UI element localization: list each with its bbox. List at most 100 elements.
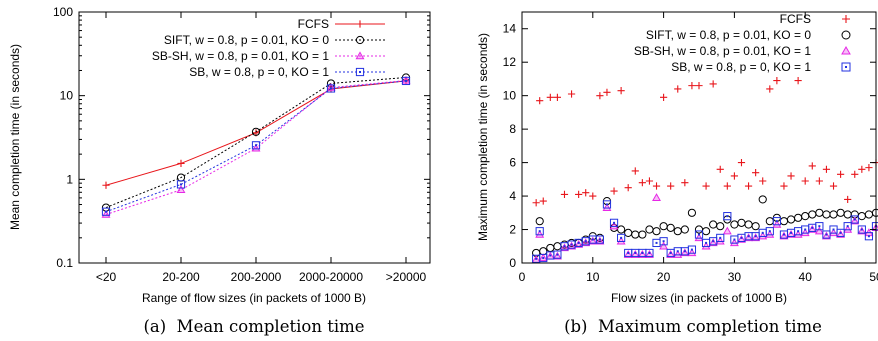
max-chart-point-3-dot	[712, 240, 715, 243]
max-chart-point-0	[539, 197, 547, 205]
mean-chart-legend-marker-3-dot	[359, 71, 361, 73]
max-chart-point-1	[730, 220, 739, 229]
max-chart-point-3-dot	[570, 243, 573, 246]
max-chart-x-axis-title: Flow sizes (in packets of 1000 B)	[611, 291, 787, 305]
max-chart-point-3-dot	[853, 218, 856, 221]
max-chart-legend-label-2: SB-SH, w = 0.8, p = 0.01, KO = 1	[634, 44, 811, 58]
mean-chart-legend-marker-2	[355, 51, 365, 60]
mean-chart-legend-marker-0	[356, 20, 364, 28]
max-chart-point-0	[536, 97, 544, 105]
max-chart-point-0	[794, 77, 802, 85]
max-chart-point-1	[680, 225, 689, 234]
max-chart-point-3	[617, 233, 626, 243]
max-chart-point-3-dot	[535, 257, 538, 260]
max-chart-point-1	[744, 220, 753, 229]
max-chart-point-0	[652, 182, 661, 190]
max-chart-point-3-dot	[542, 256, 545, 259]
max-chart-point-3-dot	[747, 235, 750, 238]
max-chart-point-2	[737, 234, 746, 243]
max-chart-point-3	[836, 228, 845, 237]
max-chart-point-1	[786, 215, 796, 224]
max-chart-point-0	[695, 82, 703, 90]
max-chart-point-0	[624, 184, 632, 192]
max-chart-frame	[521, 11, 877, 264]
max-chart-point-0	[596, 92, 604, 100]
mean-chart-point-3-dot	[105, 210, 107, 213]
max-chart-y-tick-label: 8	[509, 122, 516, 136]
max-chart-point-3	[822, 230, 831, 239]
mean-chart-axes: 0.1 1 10 100 <20 20-200 200-2000 2000-20000 >200…	[53, 5, 430, 284]
max-chart-point-3	[815, 222, 824, 231]
max-chart-point-1	[617, 225, 626, 234]
max-chart-point-3-dot	[634, 251, 637, 254]
mean-chart-x-tick-label: 200-2000	[231, 270, 282, 284]
max-chart-y-tick-label: 6	[509, 156, 516, 170]
max-chart-point-0	[638, 179, 646, 187]
max-chart-series-layer	[531, 77, 878, 263]
max-chart-point-0	[702, 182, 710, 190]
max-chart-legend-label-0: FCFS	[780, 12, 811, 26]
max-chart-point-3-dot	[698, 233, 700, 236]
max-chart-point-2	[552, 251, 562, 260]
max-chart-point-1	[815, 208, 824, 217]
mean-chart-point-3-dot	[405, 79, 407, 82]
max-chart-point-2	[715, 236, 725, 245]
max-chart-point-3-dot	[754, 235, 757, 238]
max-chart-point-2	[673, 250, 683, 258]
max-chart-point-0	[716, 165, 724, 173]
max-chart-point-1	[638, 230, 647, 239]
max-chart-point-3-dot	[641, 251, 644, 254]
max-chart-point-1	[666, 223, 675, 232]
max-chart-point-2	[687, 248, 697, 257]
max-chart-point-3-dot	[832, 228, 835, 231]
max-chart-point-1	[716, 222, 725, 231]
max-chart-point-1	[751, 222, 760, 231]
max-chart-point-2	[814, 226, 824, 235]
max-chart-point-1	[843, 210, 852, 219]
max-chart-point-0	[858, 165, 866, 173]
max-chart-point-2	[560, 243, 569, 252]
max-chart-point-3-dot	[867, 235, 870, 238]
max-chart-point-0	[709, 80, 717, 88]
max-chart-point-3-dot	[584, 240, 587, 243]
max-chart-x-tick-label: 0	[519, 270, 526, 284]
max-chart-point-1	[535, 217, 544, 226]
max-chart-point-3-dot	[648, 251, 651, 254]
mean-chart-caption: (a) Mean completion time	[143, 317, 364, 336]
max-chart-point-2	[765, 229, 775, 238]
max-chart-point-0	[844, 195, 852, 204]
max-chart-point-2	[588, 236, 598, 245]
max-chart-x-tick-label: 30	[728, 270, 742, 284]
max-chart-point-0	[829, 182, 838, 190]
max-chart-point-3-dot	[719, 236, 722, 239]
max-chart-point-1	[553, 242, 562, 251]
max-chart-point-0	[759, 177, 767, 185]
max-chart-x-tick-label: 10	[586, 270, 600, 284]
mean-chart-legend-marker-3	[355, 67, 365, 77]
max-chart-point-1	[765, 217, 774, 226]
max-chart-legend-marker-2	[841, 45, 851, 55]
max-chart-point-2	[751, 233, 761, 242]
max-chart-point-1	[709, 220, 718, 229]
max-chart-axes: 0 2 4 6 8 10 12 14 0 10 20 30 40 50	[503, 12, 878, 284]
max-chart-point-0	[780, 182, 788, 190]
max-chart-point-3-dot	[676, 250, 679, 253]
max-chart-y-tick-label: 10	[503, 89, 517, 103]
max-chart-point-0	[603, 88, 611, 96]
mean-chart-legend-label-1: SIFT, w = 0.8, p = 0.01, KO = 0	[164, 33, 329, 47]
max-chart-point-2	[581, 238, 591, 247]
max-chart-point-3-dot	[804, 228, 807, 231]
max-chart-point-3-dot	[839, 231, 842, 234]
max-chart-legend-marker-3-dot	[845, 66, 847, 68]
mean-chart-y-axis-title: Mean completion time (in seconds)	[8, 44, 22, 230]
max-chart-point-3-dot	[775, 220, 778, 223]
max-chart-point-2	[722, 226, 732, 235]
max-chart-point-3	[595, 235, 604, 244]
max-chart-point-0	[589, 192, 597, 200]
max-chart-point-2	[779, 231, 789, 240]
max-chart-point-3-dot	[627, 251, 630, 254]
max-chart-point-0	[575, 190, 583, 198]
max-chart-point-1	[808, 210, 817, 219]
max-chart-point-2	[567, 241, 577, 250]
